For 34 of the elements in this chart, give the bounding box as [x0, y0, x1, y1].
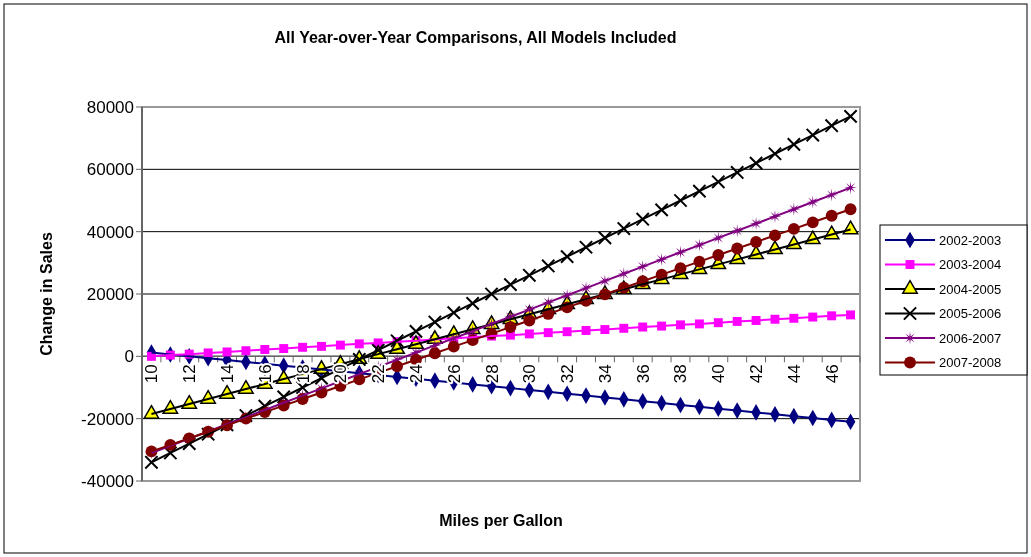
legend-label: 2005-2006	[939, 306, 1002, 322]
legend-label: 2006-2007	[939, 330, 1002, 346]
chart-title: All Year-over-Year Comparisons, All Models Included	[274, 29, 677, 46]
x-tick-label: 12	[180, 364, 200, 384]
x-tick-label: 24	[406, 364, 426, 384]
x-tick-label: 30	[520, 364, 540, 384]
x-tick-label: 16	[255, 364, 275, 384]
x-tick-label: 44	[784, 364, 804, 384]
x-tick-label: 42	[747, 364, 767, 384]
x-tick-label: 10	[142, 364, 162, 384]
x-tick-label: 26	[444, 364, 464, 384]
x-tick-label: 28	[482, 364, 502, 384]
x-tick-label: 22	[369, 364, 389, 384]
y-tick-label: 0	[124, 347, 134, 367]
legend-label: 2004-2005	[939, 281, 1002, 297]
x-tick-label: 46	[822, 364, 842, 384]
y-tick-label: -40000	[81, 471, 134, 491]
y-tick-label: -20000	[81, 409, 134, 429]
x-tick-label: 20	[331, 364, 351, 384]
y-tick-label: 40000	[86, 222, 134, 242]
x-tick-label: 32	[558, 364, 578, 384]
x-tick-label: 14	[217, 364, 237, 384]
y-tick-label: 80000	[86, 97, 134, 117]
x-tick-label: 36	[633, 364, 653, 384]
y-axis-title: Change in Sales	[38, 232, 55, 356]
x-tick-label: 34	[595, 364, 615, 384]
legend-label: 2003-2004	[939, 257, 1002, 273]
x-tick-label: 40	[709, 364, 729, 384]
x-tick-label: 38	[671, 364, 691, 384]
y-tick-label: 60000	[86, 160, 134, 180]
legend-label: 2007-2008	[939, 355, 1002, 371]
y-tick-label: 20000	[86, 284, 134, 304]
legend-label: 2002-2003	[939, 232, 1002, 248]
x-axis-title: Miles per Gallon	[439, 512, 563, 529]
